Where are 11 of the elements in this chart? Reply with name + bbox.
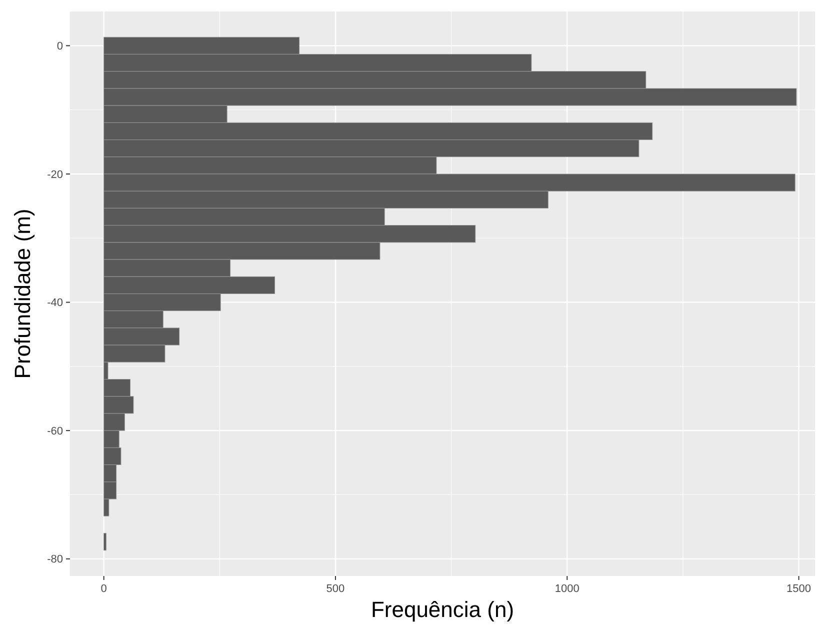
x-tick-label: 1000 (554, 583, 580, 595)
y-tick-label: -20 (47, 168, 63, 181)
y-tick-label: -40 (47, 297, 63, 310)
y-axis-title: Profundidade (m) (10, 208, 35, 379)
x-tick-label: 500 (326, 583, 345, 595)
y-tick-label: -80 (47, 554, 63, 566)
x-axis-title: Frequência (n) (370, 597, 514, 622)
x-tick-label: 0 (100, 583, 107, 595)
y-tick-label: -60 (47, 425, 63, 438)
x-tick-label: 1500 (786, 583, 812, 595)
y-tick-label: 0 (56, 40, 63, 53)
